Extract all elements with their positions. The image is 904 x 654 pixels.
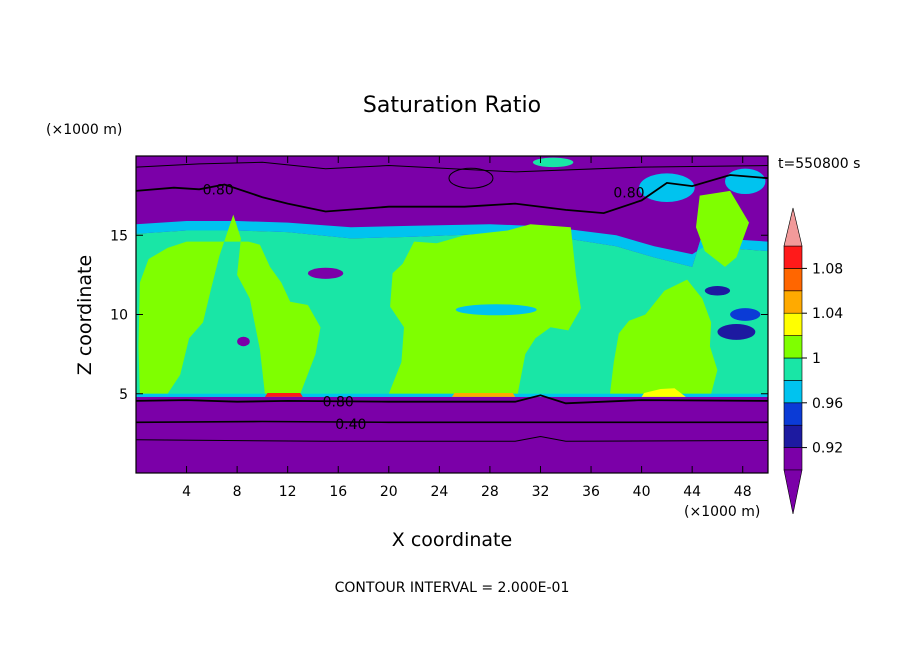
contour-label: 0.80 — [613, 185, 644, 201]
x-tick-label: 48 — [734, 484, 752, 500]
upper-patch — [532, 157, 574, 168]
contour-plot-area — [136, 156, 768, 473]
green-region-upper-east — [696, 190, 749, 267]
dry-pocket — [455, 304, 537, 316]
dry-pocket — [237, 336, 250, 347]
inversion-peak — [641, 388, 686, 397]
contour-line-0.80-lower — [136, 394, 768, 405]
colorbar-band — [783, 335, 803, 359]
contour-label: 0.80 — [323, 395, 354, 411]
dry-pocket — [717, 324, 756, 340]
x-tick-label: 36 — [582, 484, 600, 500]
colorbar-band — [783, 447, 803, 471]
colorbar-band — [783, 268, 803, 292]
x-unit-label: (×1000 m) — [684, 504, 760, 520]
x-tick-label: 16 — [329, 484, 347, 500]
x-axis-label: X coordinate — [392, 529, 512, 551]
contour-line-0.40 — [136, 420, 768, 424]
y-tick-label: 10 — [110, 308, 128, 324]
contour-interval-footer: CONTOUR INTERVAL = 2.000E-01 — [335, 580, 570, 596]
colorbar-tick-label: 0.92 — [812, 441, 843, 457]
contour-line-closed — [448, 167, 494, 189]
contour-line-0.80-upper — [136, 174, 768, 215]
colorbar-band — [783, 380, 803, 404]
chart-title: Saturation Ratio — [363, 93, 541, 118]
x-tick-label: 4 — [182, 484, 191, 500]
contour-labels: 0.80 0.80 0.80 0.40 — [203, 182, 645, 433]
colorbar-band — [783, 312, 803, 336]
colorbar-arrow-bottom — [783, 469, 803, 515]
x-tick-label: 32 — [532, 484, 550, 500]
x-tick-label: 12 — [279, 484, 297, 500]
contour-label: 0.40 — [335, 417, 366, 433]
colorbar-band — [783, 402, 803, 426]
upper-patch — [639, 173, 695, 202]
contour-line-upper — [136, 161, 768, 173]
x-tick-label: 24 — [430, 484, 448, 500]
time-label: t=550800 s — [778, 156, 860, 172]
moist-layer-fringe — [136, 221, 768, 267]
x-tick-label: 28 — [481, 484, 499, 500]
y-tick-label: 15 — [110, 228, 128, 244]
green-region-west — [138, 214, 321, 394]
y-tick-label: 5 — [119, 387, 128, 403]
contour-line-lower — [136, 435, 768, 442]
x-axis: 4 8 12 16 20 24 28 32 36 40 44 48 — [182, 156, 752, 500]
colorbar-band — [783, 245, 803, 269]
colorbar-tick-label: 1 — [812, 351, 821, 367]
dry-pocket — [704, 285, 731, 296]
dry-pocket — [730, 308, 761, 321]
colorbar-tick-label: 0.96 — [812, 396, 843, 412]
colorbar-band — [783, 357, 803, 381]
contour-lines — [136, 161, 768, 442]
upper-patch — [725, 168, 766, 195]
colorbar: 0.92 0.96 1 1.04 1.08 — [783, 207, 843, 515]
inversion-peak — [452, 393, 516, 397]
y-axis: 5 10 15 — [110, 228, 768, 403]
y-axis-label: Z coordinate — [74, 255, 96, 375]
colorbar-tick-label: 1.08 — [812, 261, 843, 277]
x-tick-label: 8 — [233, 484, 242, 500]
x-tick-label: 20 — [380, 484, 398, 500]
colorbar-tick-label: 1.04 — [812, 306, 843, 322]
x-tick-label: 40 — [633, 484, 651, 500]
contour-label: 0.80 — [203, 182, 234, 198]
colorbar-arrow-top — [783, 207, 803, 247]
colorbar-band — [783, 424, 803, 448]
y-unit-label: (×1000 m) — [46, 122, 122, 138]
green-region-east — [610, 279, 718, 394]
dry-pocket — [307, 267, 344, 279]
inversion-peak — [264, 393, 303, 397]
colorbar-band — [783, 290, 803, 314]
x-tick-label: 44 — [683, 484, 701, 500]
